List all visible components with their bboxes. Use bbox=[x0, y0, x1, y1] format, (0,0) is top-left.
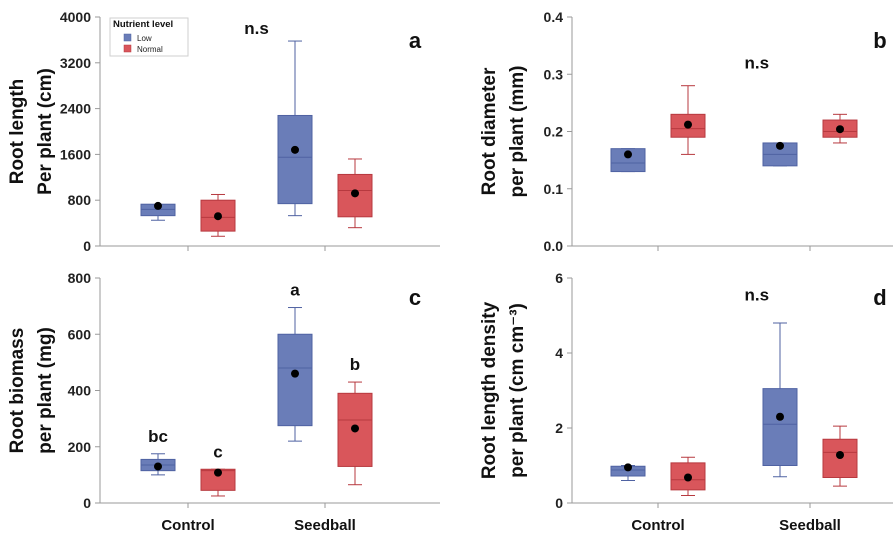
panel-d: 0 2 4 6 Control Seedball Root length density pe… bbox=[479, 270, 893, 534]
y-axis-title: Root length bbox=[7, 79, 28, 185]
y-tick-label: 2400 bbox=[60, 101, 91, 117]
mean-marker bbox=[836, 125, 844, 134]
significance-letter: bc bbox=[148, 427, 168, 446]
mean-marker bbox=[836, 451, 844, 459]
y-axis-title: Root length density bbox=[479, 301, 500, 479]
box-low-control bbox=[140, 201, 176, 221]
box-iqr bbox=[277, 333, 313, 427]
y-axis-title: Root biomass bbox=[7, 328, 28, 454]
y-tick-label: 4 bbox=[555, 345, 563, 361]
box-low-control bbox=[610, 148, 646, 173]
mean-marker bbox=[624, 150, 632, 159]
y-tick-label: 0.3 bbox=[544, 66, 564, 82]
legend-title: Nutrient level bbox=[113, 19, 173, 30]
panel-letter: c bbox=[409, 285, 421, 310]
box-normal-control bbox=[200, 193, 236, 237]
significance-label: n.s bbox=[745, 54, 770, 73]
legend-entry: Low bbox=[137, 34, 152, 43]
y-tick-label: 0.2 bbox=[544, 124, 564, 140]
mean-marker bbox=[351, 424, 359, 433]
panel-letter: d bbox=[873, 285, 886, 310]
box-low-control bbox=[610, 463, 646, 481]
box-iqr bbox=[610, 148, 646, 173]
panel-letter: b bbox=[873, 28, 886, 53]
y-tick-label: 0.1 bbox=[544, 181, 564, 197]
box-normal-control: c bbox=[200, 442, 236, 497]
y-axis-title: per plant (mm) bbox=[507, 66, 528, 198]
legend-swatch bbox=[123, 44, 132, 53]
significance-label: n.s bbox=[244, 19, 269, 38]
mean-marker bbox=[154, 462, 162, 471]
y-axis-title: per plant (mg) bbox=[35, 327, 56, 454]
y-tick-label: 800 bbox=[68, 270, 92, 286]
y-tick-label: 200 bbox=[68, 439, 92, 455]
significance-label: n.s bbox=[745, 286, 770, 305]
y-tick-label: 1600 bbox=[60, 146, 91, 162]
mean-marker bbox=[154, 201, 162, 210]
box-normal-control bbox=[670, 456, 706, 496]
y-tick-label: 0.0 bbox=[544, 238, 564, 254]
mean-marker bbox=[624, 463, 632, 472]
panel-c: 0 200 400 600 800 Control Seedball Root biomass… bbox=[7, 270, 440, 534]
legend-box bbox=[109, 17, 189, 57]
y-tick-label: 2 bbox=[555, 420, 563, 436]
mean-marker bbox=[684, 120, 692, 129]
mean-marker bbox=[351, 189, 359, 198]
box-low-seedball: a bbox=[277, 281, 313, 442]
y-tick-label: 0 bbox=[83, 495, 91, 511]
y-tick-label: 0 bbox=[555, 495, 563, 511]
y-tick-label: 0 bbox=[83, 238, 91, 254]
box-normal-seedball bbox=[822, 113, 858, 144]
mean-marker bbox=[214, 212, 222, 221]
mean-marker bbox=[214, 468, 222, 477]
box-low-control: bc bbox=[140, 427, 176, 476]
panel-letter: a bbox=[409, 28, 422, 53]
panel-b: 0.0 0.1 0.2 0.3 0.4 Root diameter per plant (m… bbox=[479, 9, 893, 254]
y-tick-label: 3200 bbox=[60, 55, 91, 71]
y-tick-label: 4000 bbox=[60, 9, 91, 25]
box-low-seedball bbox=[762, 322, 798, 478]
x-tick-label: Control bbox=[161, 517, 214, 534]
mean-marker bbox=[291, 145, 299, 154]
box-low-seedball bbox=[762, 141, 798, 167]
y-tick-label: 400 bbox=[68, 383, 92, 399]
significance-letter: a bbox=[290, 281, 300, 300]
y-tick-label: 6 bbox=[555, 270, 563, 286]
box-iqr bbox=[762, 388, 798, 466]
box-normal-seedball: b bbox=[337, 355, 373, 486]
y-axis-title: Root diameter bbox=[479, 67, 500, 195]
legend: Nutrient level Low Normal bbox=[109, 17, 189, 57]
y-axis-title: per plant (cm cm⁻³) bbox=[507, 303, 528, 478]
x-tick-label: Seedball bbox=[294, 517, 356, 534]
significance-letter: c bbox=[213, 442, 222, 461]
mean-marker bbox=[776, 141, 784, 150]
y-axis-title: Per plant (cm) bbox=[35, 68, 56, 195]
panel-a: 0 800 1600 2400 3200 4000 Root length Per plant… bbox=[7, 9, 440, 254]
box-normal-control bbox=[670, 85, 706, 155]
significance-letter: b bbox=[350, 355, 360, 374]
mean-marker bbox=[776, 412, 784, 421]
box-iqr bbox=[277, 114, 313, 205]
box-normal-seedball bbox=[822, 425, 858, 487]
legend-entry: Normal bbox=[137, 45, 163, 54]
mean-marker bbox=[684, 473, 692, 482]
y-tick-label: 0.4 bbox=[544, 9, 564, 25]
y-tick-label: 600 bbox=[68, 326, 92, 342]
box-normal-seedball bbox=[337, 158, 373, 229]
x-tick-label: Control bbox=[631, 517, 684, 534]
box-low-seedball bbox=[277, 40, 313, 217]
y-tick-label: 800 bbox=[68, 192, 92, 208]
x-tick-label: Seedball bbox=[779, 517, 841, 534]
mean-marker bbox=[291, 369, 299, 378]
legend-swatch bbox=[123, 33, 132, 42]
